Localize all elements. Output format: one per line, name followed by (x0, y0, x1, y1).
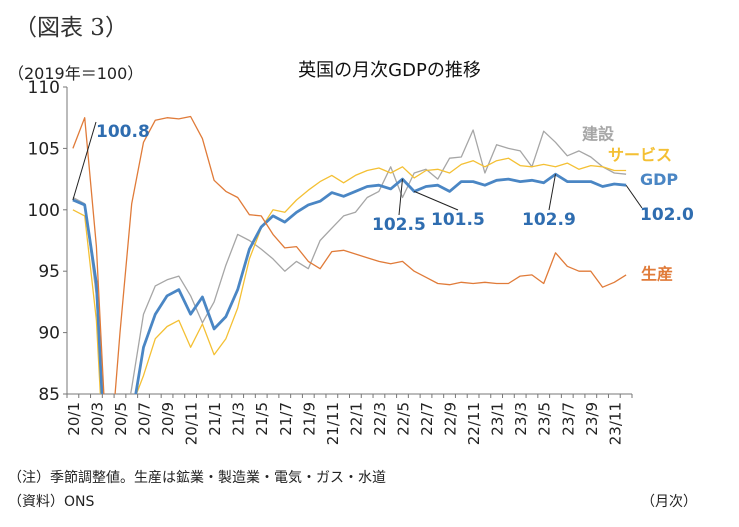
series-label: 建設 (582, 125, 615, 144)
y-tick-label: 90 (38, 324, 60, 344)
series-line-サービス (72, 157, 627, 394)
series-label: 生産 (641, 265, 673, 284)
x-tick-label: 21/5 (253, 402, 271, 436)
series-label: サービス (608, 146, 672, 165)
data-label: 102.9 (522, 210, 576, 230)
series-line-GDP (72, 172, 627, 394)
x-tick-label: 23/7 (559, 402, 577, 436)
x-tick-label: 23/1 (489, 402, 507, 436)
y-axis-unit-label: （2019年＝100） (8, 64, 144, 83)
series-line-建設 (72, 129, 627, 394)
series-label: GDP (640, 170, 678, 189)
x-tick-label: 21/7 (277, 402, 295, 436)
x-tick-label: 22/7 (418, 402, 436, 436)
x-tick-label: 23/3 (512, 402, 530, 436)
data-label: 100.8 (96, 122, 150, 142)
x-tick-label: 23/11 (606, 402, 624, 445)
data-label: 101.5 (431, 210, 485, 230)
x-tick-label: 21/9 (300, 402, 318, 436)
data-label: 102.5 (372, 215, 426, 235)
x-tick-label: 20/1 (65, 402, 83, 436)
x-tick-label: 22/9 (442, 402, 460, 436)
y-tick-label: 85 (38, 385, 60, 405)
x-axis-unit-label: （月次） (641, 494, 697, 510)
annotation-leader (72, 121, 97, 201)
x-tick-label: 22/5 (394, 402, 412, 436)
annotation-leader (398, 179, 403, 216)
chart-title: 英国の月次GDPの推移 (298, 60, 481, 81)
y-tick-label: 95 (38, 262, 60, 282)
x-tick-label: 23/9 (583, 402, 601, 436)
series-line-生産 (72, 115, 627, 394)
x-tick-label: 20/11 (183, 402, 201, 445)
x-tick-label: 22/3 (371, 402, 389, 436)
y-tick-label: 100 (28, 201, 60, 221)
x-tick-label: 22/1 (347, 402, 365, 436)
y-tick-label: 105 (28, 139, 60, 159)
x-tick-label: 20/5 (112, 402, 130, 436)
x-tick-label: 21/1 (206, 402, 224, 436)
x-tick-label: 23/5 (536, 402, 554, 436)
annotation-leader (548, 174, 556, 211)
annotation-leader (414, 190, 459, 211)
annotation-leader (625, 184, 643, 209)
x-tick-label: 20/7 (136, 402, 154, 436)
source-note: （資料）ONS (8, 494, 95, 510)
x-tick-label: 20/9 (159, 402, 177, 436)
figure-label: （図表 3） (14, 15, 128, 41)
x-tick-label: 21/3 (230, 402, 248, 436)
x-tick-label: 21/11 (324, 402, 342, 445)
x-tick-label: 20/3 (88, 402, 106, 436)
x-tick-label: 22/11 (465, 402, 483, 445)
y-tick-label: 110 (28, 78, 60, 98)
footnote: （注）季節調整値。生産は鉱業・製造業・電気・ガス・水道 (8, 470, 386, 486)
data-label: 102.0 (640, 205, 694, 225)
